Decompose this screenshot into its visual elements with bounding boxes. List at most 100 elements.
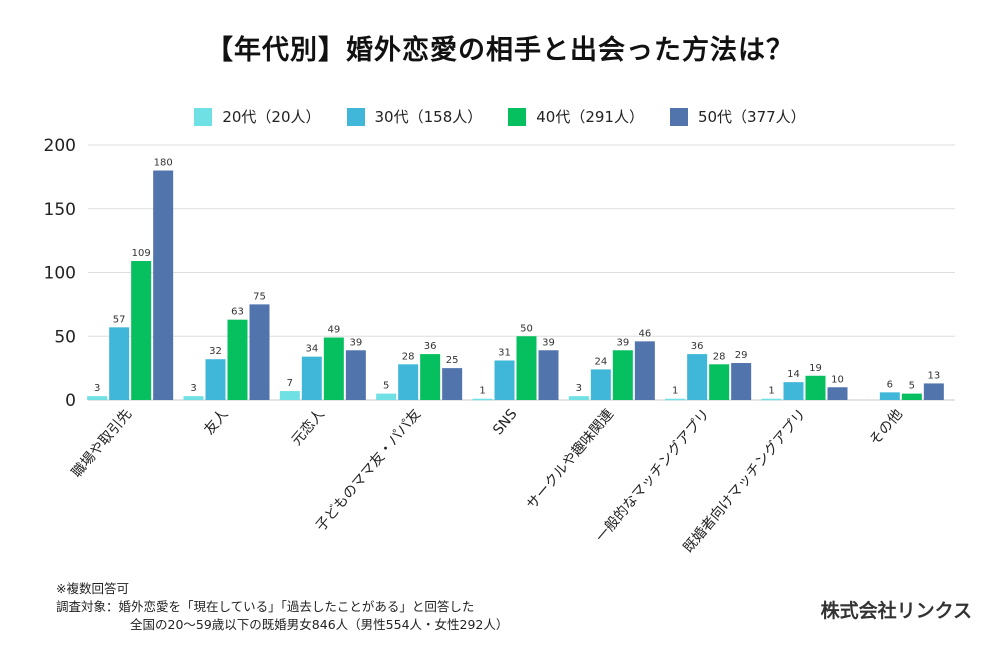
data-label: 24 bbox=[594, 356, 607, 367]
data-label: 1 bbox=[768, 386, 774, 397]
legend-item-20s[interactable]: 20代（20人） bbox=[194, 106, 321, 127]
bar bbox=[923, 383, 944, 400]
bar bbox=[109, 327, 130, 400]
x-tick-label: 職場や取引先 bbox=[69, 406, 135, 481]
data-label: 109 bbox=[132, 248, 151, 259]
data-label: 57 bbox=[113, 314, 126, 325]
data-label: 39 bbox=[616, 337, 629, 348]
data-label: 3 bbox=[94, 383, 100, 394]
data-label: 14 bbox=[787, 369, 800, 380]
legend-label-40s: 40代（291人） bbox=[536, 108, 644, 126]
legend-swatch-20s bbox=[194, 107, 213, 126]
bar bbox=[205, 359, 226, 400]
x-tick-label: サークルや趣味関連 bbox=[524, 406, 617, 512]
data-label: 180 bbox=[154, 158, 173, 169]
bar bbox=[538, 350, 559, 400]
data-label: 28 bbox=[402, 351, 415, 362]
x-tick-label: その他 bbox=[867, 406, 906, 448]
data-label: 5 bbox=[383, 381, 389, 392]
data-label: 7 bbox=[287, 378, 293, 389]
bar bbox=[227, 319, 248, 400]
data-label: 32 bbox=[209, 346, 222, 357]
legend-swatch-40s bbox=[508, 107, 527, 126]
data-label: 39 bbox=[349, 337, 362, 348]
bar bbox=[442, 368, 463, 400]
bar bbox=[805, 375, 826, 400]
y-tick-label: 100 bbox=[44, 264, 76, 284]
y-tick-label: 0 bbox=[65, 391, 76, 411]
data-label: 49 bbox=[327, 325, 340, 336]
bar bbox=[494, 360, 515, 400]
bar bbox=[634, 341, 655, 400]
company-name: 株式会社リンクス bbox=[820, 600, 972, 622]
legend-swatch-50s bbox=[669, 107, 688, 126]
data-label: 3 bbox=[576, 383, 582, 394]
data-label: 34 bbox=[305, 344, 318, 355]
legend-label-30s: 30代（158人） bbox=[374, 108, 483, 126]
bar bbox=[398, 364, 419, 400]
x-tick-label: SNS bbox=[490, 406, 520, 438]
x-tick-label: 子どものママ友・パパ友 bbox=[313, 406, 424, 534]
legend-label-50s: 50代（377人） bbox=[697, 108, 806, 126]
bar bbox=[301, 356, 322, 400]
legend-item-30s[interactable]: 30代（158人） bbox=[346, 106, 483, 127]
data-label: 39 bbox=[542, 337, 555, 348]
data-label: 13 bbox=[927, 370, 940, 381]
data-label: 36 bbox=[424, 341, 437, 352]
legend-item-40s[interactable]: 40代（291人） bbox=[508, 106, 644, 127]
legend-swatch-30s bbox=[346, 107, 365, 126]
legend-label-20s: 20代（20人） bbox=[222, 108, 321, 126]
data-label: 63 bbox=[231, 307, 244, 318]
bar bbox=[879, 392, 900, 400]
y-tick-label: 150 bbox=[44, 200, 76, 220]
bar bbox=[345, 350, 366, 400]
bar bbox=[665, 398, 686, 401]
bar bbox=[323, 337, 344, 400]
bar bbox=[687, 354, 708, 400]
bar bbox=[590, 369, 611, 400]
bar bbox=[827, 387, 848, 400]
footnotes: ※複数回答可 調査対象：婚外恋愛を「現在している」「過去したことがある」と回答し… bbox=[56, 580, 508, 634]
bar bbox=[420, 354, 441, 400]
bar bbox=[376, 393, 397, 400]
bar bbox=[901, 393, 922, 400]
data-label: 10 bbox=[831, 374, 844, 385]
bar bbox=[731, 363, 752, 400]
data-label: 29 bbox=[735, 350, 748, 361]
data-label: 28 bbox=[713, 351, 726, 362]
bar bbox=[131, 261, 152, 400]
bar bbox=[612, 350, 633, 400]
x-tick-label: 一般的なマッチングアプリ bbox=[593, 406, 713, 545]
chart-title: 【年代別】婚外恋愛の相手と出会った方法は？ bbox=[206, 35, 794, 66]
bar bbox=[709, 364, 730, 400]
bar bbox=[516, 336, 537, 400]
x-tick-label: 友人 bbox=[201, 406, 231, 438]
bar bbox=[183, 396, 204, 400]
data-label: 5 bbox=[909, 381, 915, 392]
bar bbox=[87, 396, 108, 400]
data-label: 50 bbox=[520, 323, 533, 334]
data-label: 46 bbox=[638, 328, 651, 339]
bar bbox=[153, 170, 174, 400]
x-tick-label: 元恋人 bbox=[288, 406, 328, 449]
legend: 20代（20人） 30代（158人） 40代（291人） 50代（377人） bbox=[0, 106, 1000, 127]
bar bbox=[472, 398, 493, 401]
note-multiple-answers: ※複数回答可 bbox=[56, 581, 129, 596]
data-label: 3 bbox=[190, 383, 196, 394]
data-label: 1 bbox=[479, 386, 485, 397]
data-label: 75 bbox=[253, 291, 266, 302]
bar bbox=[761, 398, 782, 401]
data-label: 36 bbox=[691, 341, 704, 352]
data-label: 1 bbox=[672, 386, 678, 397]
bar bbox=[249, 304, 270, 400]
note-survey-target: 調査対象：婚外恋愛を「現在している」「過去したことがある」と回答した bbox=[56, 599, 475, 614]
data-label: 19 bbox=[809, 363, 822, 374]
bar bbox=[783, 382, 804, 400]
y-tick-label: 50 bbox=[54, 327, 76, 347]
data-label: 25 bbox=[446, 355, 459, 366]
data-label: 31 bbox=[498, 347, 511, 358]
bar bbox=[568, 396, 589, 400]
y-tick-label: 200 bbox=[44, 136, 76, 156]
legend-item-50s[interactable]: 50代（377人） bbox=[669, 106, 806, 127]
